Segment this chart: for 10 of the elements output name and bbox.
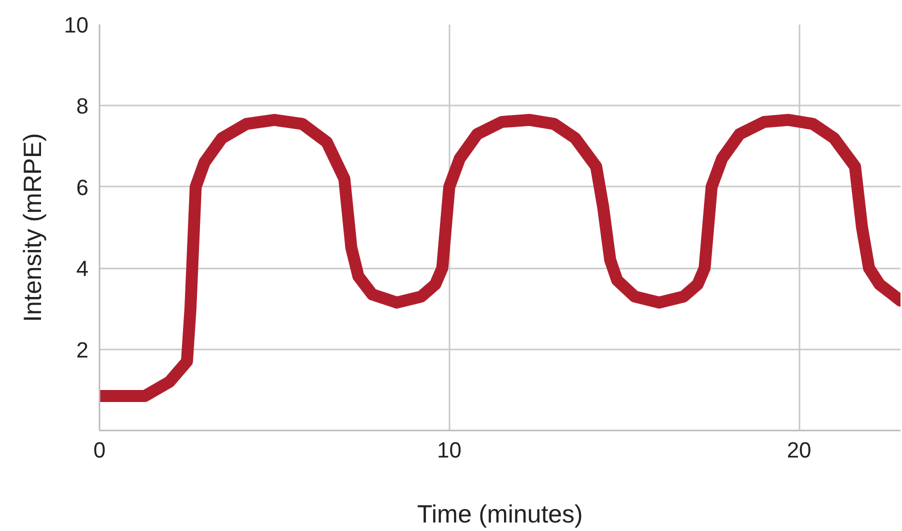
y-tick-label: 6 [76, 174, 89, 200]
x-tick-label: 20 [786, 438, 812, 462]
x-axis-title: Time (minutes) [417, 500, 583, 528]
y-tick-label: 2 [76, 337, 89, 362]
x-tick-label: 0 [93, 438, 106, 462]
y-tick-label: 4 [76, 256, 89, 282]
x-tick-label: 10 [437, 438, 462, 462]
y-tick-label: 10 [64, 12, 89, 38]
y-axis-title: Intensity (mRPE) [19, 133, 48, 322]
y-tick-label: 8 [76, 94, 89, 119]
